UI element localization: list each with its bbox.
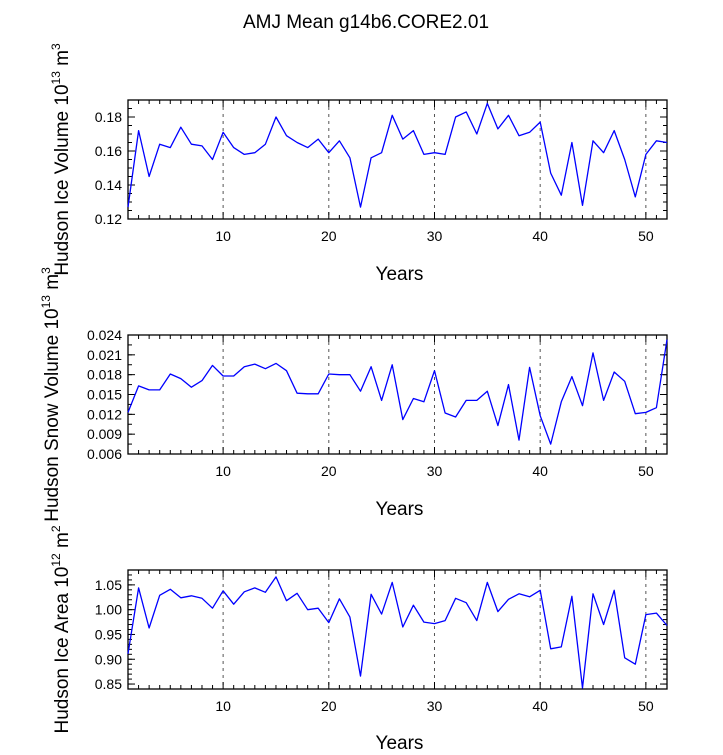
y-tick-label: 0.85 — [95, 676, 122, 692]
y-tick-label: 0.006 — [87, 446, 122, 462]
y-tick-label: 0.14 — [95, 177, 122, 193]
y-tick-label: 1.00 — [95, 602, 122, 618]
y-axis-label-ylabel-main: Hudson Snow Volume 10 — [42, 308, 63, 521]
y-tick-label: 0.16 — [95, 143, 122, 159]
x-tick-label: 30 — [427, 698, 443, 714]
y-tick-label: 0.018 — [87, 367, 122, 383]
x-tick-label: 20 — [321, 228, 337, 244]
chart-panel-3: 0.85 0.90 0.95 1.00 1.05 10 20 30 40 50 Years Hudso… — [49, 525, 667, 750]
series-line — [128, 577, 667, 688]
y-axis-label-ylabel-unit-exp: 3 — [49, 43, 63, 50]
y-axis-label-ylabel-exp: 13 — [39, 295, 53, 309]
y-axis-label-ylabel-unit: m — [52, 532, 73, 553]
y-tick-label: 0.009 — [87, 426, 122, 442]
plot-frame — [128, 570, 667, 689]
x-axis-label: Years — [376, 264, 424, 285]
y-axis-label-ylabel-main: Hudson Ice Area 10 — [52, 567, 73, 734]
y-axis-label-ylabel-exp: 12 — [49, 553, 63, 567]
y-axis-label-ylabel-unit-exp: 2 — [49, 525, 63, 532]
y-tick-label: 1.05 — [95, 577, 122, 593]
x-axis-label: Years — [376, 733, 424, 750]
y-tick-label: 0.015 — [87, 387, 122, 403]
y-axis-label-ylabel-main: Hudson Ice Volume 10 — [52, 84, 73, 275]
x-axis-label: Years — [376, 499, 424, 520]
y-axis-label: Hudson Ice Volume 1013 m3 — [49, 43, 73, 276]
y-axis-label: Hudson Ice Area 1012 m2 — [49, 525, 73, 733]
y-axis-label-ylabel-unit: m — [42, 274, 63, 295]
y-tick-label: 0.12 — [95, 211, 122, 227]
series-line — [128, 103, 667, 207]
y-tick-label: 0.024 — [87, 327, 122, 343]
x-tick-label: 50 — [638, 463, 654, 479]
chart-panel-1: 0.12 0.14 0.16 0.18 10 20 30 40 50 Years Hudson Ic… — [49, 43, 667, 285]
x-tick-label: 40 — [532, 463, 548, 479]
series-line — [128, 340, 667, 445]
x-tick-label: 30 — [427, 463, 443, 479]
chart-panel-2: 0.006 0.009 0.012 0.015 0.018 0.021 0.024 10 20 3… — [39, 267, 667, 522]
x-tick-label: 10 — [215, 698, 231, 714]
x-tick-label: 50 — [638, 698, 654, 714]
y-axis-label-ylabel-unit-exp: 3 — [39, 267, 53, 274]
x-tick-label: 10 — [215, 228, 231, 244]
y-tick-label: 0.90 — [95, 651, 122, 667]
x-tick-label: 20 — [321, 698, 337, 714]
x-tick-label: 10 — [215, 463, 231, 479]
y-axis-label-ylabel-exp: 13 — [49, 71, 63, 85]
x-tick-label: 20 — [321, 463, 337, 479]
y-axis-label-ylabel-unit: m — [52, 50, 73, 71]
chart-panels: 0.12 0.14 0.16 0.18 10 20 30 40 50 Years Hudson Ic… — [39, 43, 667, 750]
y-tick-label: 0.012 — [87, 406, 122, 422]
x-tick-label: 30 — [427, 228, 443, 244]
x-tick-label: 40 — [532, 228, 548, 244]
x-tick-label: 40 — [532, 698, 548, 714]
y-tick-label: 0.95 — [95, 626, 122, 642]
chart-title: AMJ Mean g14b6.CORE2.01 — [243, 12, 489, 33]
y-tick-label: 0.021 — [87, 347, 122, 363]
y-axis-label: Hudson Snow Volume 1013 m3 — [39, 267, 63, 522]
y-tick-label: 0.18 — [95, 109, 122, 125]
plot-frame — [128, 100, 667, 219]
x-tick-label: 50 — [638, 228, 654, 244]
